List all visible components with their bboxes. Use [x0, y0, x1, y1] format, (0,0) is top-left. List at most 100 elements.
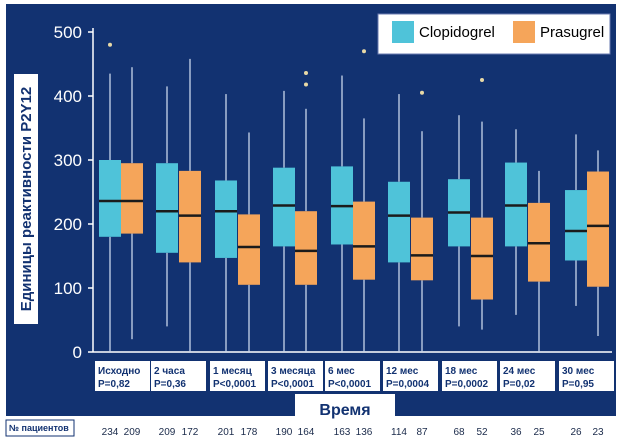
box-iqr [121, 163, 143, 234]
x-axis-label-box [295, 394, 395, 424]
axes-group [92, 28, 612, 353]
box-iqr [99, 160, 121, 237]
category-label: 18 мес [445, 366, 478, 377]
category-label-boxes: Исходно P=0,82 2 часа P=0,36 1 месяц P<0,0001… [95, 361, 614, 391]
category-label-box [210, 361, 265, 391]
category-label: 24 мес [503, 366, 536, 377]
patient-count: 26 [570, 427, 582, 438]
y-tick-label: 200 [54, 215, 82, 234]
box-prasugrel [179, 58, 201, 352]
patient-count: 201 [218, 427, 235, 438]
patient-count: 163 [334, 427, 351, 438]
category-label-box [268, 361, 323, 391]
patient-count: 178 [241, 427, 258, 438]
y-tick-label: 0 [73, 343, 82, 362]
category-pvalue: P=0,36 [154, 379, 186, 390]
category-pvalue: P=0,02 [503, 379, 535, 390]
box-iqr [388, 181, 410, 263]
patient-count: 114 [391, 427, 407, 438]
category-pvalue: P=0,0002 [445, 379, 489, 390]
box-clopidogrel [156, 86, 178, 327]
category-pvalue: P<0,0001 [328, 379, 372, 390]
outlier-point [480, 78, 484, 82]
category-pvalue: P<0,0001 [213, 379, 257, 390]
legend-swatch-prasugrel [513, 21, 535, 43]
outlier-point [108, 42, 112, 47]
category-pvalue: P=0,95 [562, 379, 594, 390]
category-label-box [442, 361, 497, 391]
category-label: 3 месяца [271, 366, 316, 377]
category-label: 2 часа [154, 366, 185, 377]
category-label-box [95, 361, 150, 391]
patient-count: 190 [276, 427, 293, 438]
patient-count: 164 [298, 427, 315, 438]
category-label-box [383, 361, 438, 391]
patient-count: 23 [592, 427, 604, 438]
box-prasugrel [295, 70, 317, 352]
legend-frame [377, 13, 611, 55]
patient-count: 52 [476, 427, 488, 438]
legend-label-clopidogrel: Clopidogrel [419, 24, 495, 41]
category-label: 6 мес [328, 366, 355, 377]
category-label: 12 мес [386, 366, 419, 377]
category-label-box [151, 361, 206, 391]
patients-label: № пациентов [9, 423, 69, 433]
boxes-group [99, 42, 609, 352]
box-clopidogrel [273, 90, 295, 352]
category-pvalue: P=0,0004 [386, 379, 430, 390]
legend: Clopidogrel Prasugrel [377, 13, 611, 55]
box-iqr [565, 190, 587, 261]
category-label: 1 месяц [213, 366, 253, 377]
category-pvalue: P<0,0001 [271, 379, 315, 390]
patient-count: 87 [416, 427, 428, 438]
y-axis-label: Единицы реактивности P2Y12 [18, 87, 35, 312]
outlier-point [304, 82, 308, 87]
patient-count: 136 [356, 427, 373, 438]
box-prasugrel [528, 170, 550, 352]
box-iqr [273, 167, 295, 247]
category-label-box [325, 361, 380, 391]
box-iqr [238, 214, 260, 285]
box-prasugrel [411, 90, 433, 352]
x-axis-label: Время [319, 402, 370, 419]
outlier-point [420, 90, 424, 95]
y-tick-label: 300 [54, 151, 82, 170]
patient-count: 234 [102, 427, 119, 438]
box-iqr [156, 163, 178, 253]
box-clopidogrel [215, 94, 237, 352]
category-label-box [500, 361, 555, 391]
box-iqr [411, 217, 433, 281]
patient-count: 36 [510, 427, 522, 438]
patients-label-box [5, 419, 75, 437]
patient-count: 209 [159, 427, 176, 438]
outlier-point [304, 70, 308, 75]
legend-label-prasugrel: Prasugrel [540, 24, 604, 41]
box-clopidogrel [448, 115, 470, 327]
y-tick-label: 500 [54, 23, 82, 42]
outlier-point [362, 49, 366, 54]
y-tick-label: 100 [54, 279, 82, 298]
box-prasugrel [587, 150, 609, 336]
box-prasugrel [353, 49, 375, 352]
box-prasugrel [121, 67, 143, 340]
box-prasugrel [471, 78, 493, 330]
category-label-box [559, 361, 614, 391]
box-iqr [587, 171, 609, 287]
box-clopidogrel [331, 75, 353, 352]
box-iqr [215, 180, 237, 258]
box-iqr [471, 217, 493, 300]
y-axis-label-box [14, 74, 38, 324]
y-ticks: 0 100 200 300 400 500 [54, 23, 93, 362]
box-clopidogrel [99, 42, 121, 352]
box-prasugrel [238, 132, 260, 352]
category-label: Исходно [98, 366, 140, 377]
patient-count: 25 [533, 427, 545, 438]
patient-count: 172 [182, 427, 199, 438]
category-label: 30 мес [562, 366, 595, 377]
patient-count: 68 [453, 427, 465, 438]
box-iqr [353, 201, 375, 280]
patient-count: 209 [124, 427, 141, 438]
box-iqr [295, 211, 317, 285]
y-tick-label: 400 [54, 87, 82, 106]
